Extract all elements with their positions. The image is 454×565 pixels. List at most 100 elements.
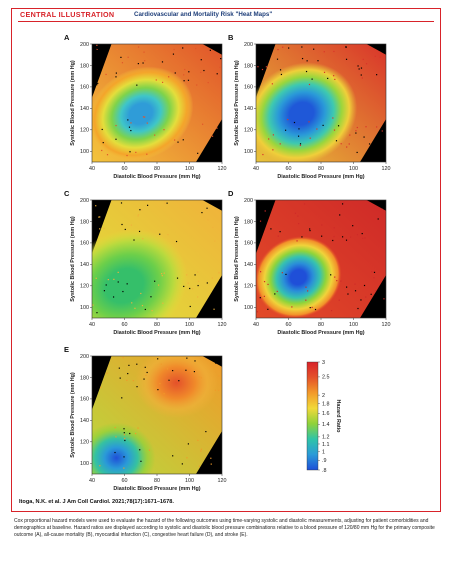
colorbar-tick-label: 1.6 [322, 411, 330, 417]
y-tick-label: 140 [244, 262, 253, 268]
y-tick-label: 160 [244, 241, 253, 247]
y-tick-label: 140 [80, 262, 89, 268]
x-tick-label: 100 [185, 322, 194, 328]
heat-map-panel-b: 40 60 80 100 120 100 120 140 160 180 200 Diastolic … [228, 33, 391, 180]
hazard-ratio-colorbar: 3 2.5 2 1.8 1.6 1.4 1.21.1 1 .9 .8 Hazard Ratio [306, 360, 341, 474]
y-axis-label: Systolic Blood Pressure (mm Hg) [234, 216, 240, 302]
x-tick-label: 60 [122, 478, 128, 484]
x-tick-label: 40 [253, 166, 259, 172]
heat-map-panel-d: 40 60 80 100 120 100 120 140 160 180 200 Diastolic … [228, 189, 391, 336]
colorbar-tick-label: 1.1 [322, 442, 330, 448]
citation: Itoga, N.K. et al. J Am Coll Cardiol. 20… [19, 499, 174, 505]
y-tick-label: 160 [80, 241, 89, 247]
colorbar-scale [306, 361, 319, 471]
colorbar-title: Hazard Ratio [335, 400, 341, 434]
panel-label: C [64, 189, 70, 198]
min-risk-region [92, 66, 194, 161]
panel-label: E [64, 345, 69, 354]
x-tick-label: 40 [253, 322, 259, 328]
max-risk-region [134, 356, 219, 419]
panel-label: A [64, 33, 70, 42]
min-risk-region [92, 229, 188, 318]
heat-map-panel-a: 40 60 80 100 120 100 120 140 160 180 200 Diastolic … [64, 33, 227, 180]
y-tick-label: 200 [80, 42, 89, 48]
header-bar: CENTRAL ILLUSTRATION Cardiovascular and … [12, 9, 440, 21]
x-tick-label: 80 [154, 322, 160, 328]
colorbar-tick-label: .8 [322, 468, 327, 474]
x-axis-label: Diastolic Blood Pressure (mm Hg) [113, 330, 200, 336]
min-risk-region [256, 236, 342, 318]
y-tick-label: 120 [80, 284, 89, 290]
x-tick-label: 80 [318, 166, 324, 172]
y-axis-label: Systolic Blood Pressure (mm Hg) [70, 216, 76, 302]
x-tick-label: 40 [89, 322, 95, 328]
y-tick-label: 120 [80, 440, 89, 446]
x-tick-label: 100 [349, 166, 358, 172]
x-tick-label: 120 [382, 322, 391, 328]
y-tick-label: 120 [244, 284, 253, 290]
x-tick-label: 80 [318, 322, 324, 328]
colorbar-tick-label: 1.4 [322, 422, 330, 428]
x-axis-label: Diastolic Blood Pressure (mm Hg) [113, 174, 200, 180]
y-tick-label: 100 [244, 305, 253, 311]
min-risk-region [256, 62, 358, 162]
y-tick-label: 100 [80, 305, 89, 311]
y-tick-label: 120 [80, 128, 89, 134]
x-tick-label: 100 [185, 166, 194, 172]
colorbar-tick-label: 2 [322, 393, 325, 399]
illustration-title: CENTRAL ILLUSTRATION [20, 10, 115, 19]
x-tick-label: 60 [286, 322, 292, 328]
colorbar-tick-label: .9 [322, 458, 327, 464]
x-tick-label: 100 [185, 478, 194, 484]
colorbar-tick-label: 1.2 [322, 435, 330, 441]
panel-label: B [228, 33, 234, 42]
heat-map-panel-c: 40 60 80 100 120 100 120 140 160 180 200 Diastolic … [64, 189, 227, 336]
colorbar-tick-label: 1 [322, 450, 325, 456]
x-tick-label: 40 [89, 478, 95, 484]
x-axis-label: Diastolic Blood Pressure (mm Hg) [277, 330, 364, 336]
header-rule [18, 21, 434, 22]
x-axis-label: Diastolic Blood Pressure (mm Hg) [113, 486, 200, 492]
y-tick-label: 100 [244, 149, 253, 155]
x-tick-label: 40 [89, 166, 95, 172]
y-tick-label: 140 [244, 106, 253, 112]
x-tick-label: 60 [286, 166, 292, 172]
illustration-subtitle: Cardiovascular and Mortality Risk "Heat … [134, 10, 273, 18]
y-tick-label: 160 [80, 85, 89, 91]
y-axis-label: Systolic Blood Pressure (mm Hg) [234, 60, 240, 146]
x-tick-label: 100 [349, 322, 358, 328]
x-tick-label: 120 [382, 166, 391, 172]
y-tick-label: 180 [80, 63, 89, 69]
panel-label: D [228, 189, 234, 198]
x-tick-label: 120 [218, 322, 227, 328]
colorbar-tick-label: 1.8 [322, 402, 330, 408]
y-tick-label: 160 [244, 85, 253, 91]
y-tick-label: 180 [244, 219, 253, 225]
colorbar-tick-label: 3 [322, 360, 325, 366]
y-tick-label: 180 [80, 219, 89, 225]
y-tick-label: 120 [244, 128, 253, 134]
colorbar-tick-label: 2.5 [322, 375, 330, 381]
x-tick-label: 60 [122, 322, 128, 328]
y-tick-label: 100 [80, 149, 89, 155]
y-tick-label: 100 [80, 461, 89, 467]
y-tick-label: 180 [244, 63, 253, 69]
x-tick-label: 80 [154, 478, 160, 484]
y-tick-label: 200 [244, 198, 253, 204]
heat-map-panel-e: 40 60 80 100 120 100 120 140 160 180 200 Diastolic … [64, 345, 227, 492]
y-tick-label: 200 [80, 354, 89, 360]
heat-map-figure: 40 60 80 100 120100120140160180200Diastolic … [64, 33, 391, 492]
y-tick-label: 200 [244, 42, 253, 48]
min-risk-region [92, 422, 156, 474]
y-axis-label: Systolic Blood Pressure (mm Hg) [70, 372, 76, 458]
x-tick-label: 120 [218, 478, 227, 484]
y-tick-label: 200 [80, 198, 89, 204]
figure-caption: Cox proportional hazard models were used… [14, 518, 435, 539]
x-tick-label: 60 [122, 166, 128, 172]
x-tick-label: 120 [218, 166, 227, 172]
x-tick-label: 80 [154, 166, 160, 172]
y-tick-label: 180 [80, 375, 89, 381]
y-tick-label: 140 [80, 418, 89, 424]
x-axis-label: Diastolic Blood Pressure (mm Hg) [277, 174, 364, 180]
y-tick-label: 160 [80, 397, 89, 403]
